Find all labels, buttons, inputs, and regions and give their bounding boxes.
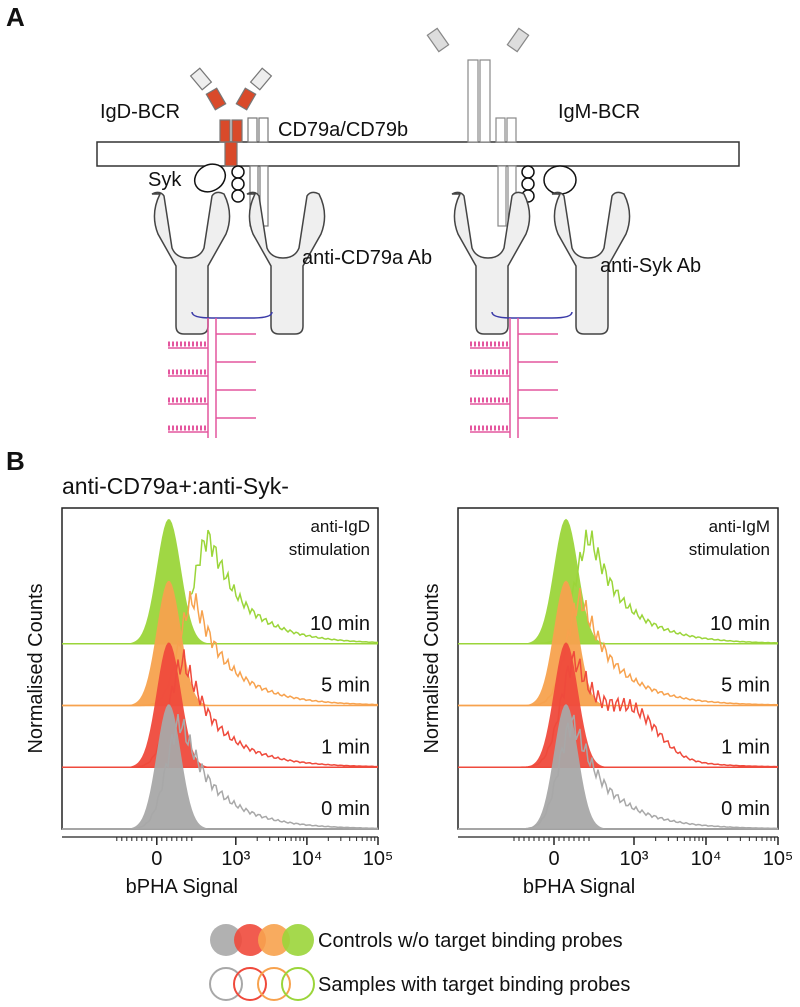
legend-swatch bbox=[233, 967, 267, 1001]
x-tick-label: 10³ bbox=[620, 848, 649, 870]
x-tick-label: 10⁵ bbox=[363, 848, 394, 870]
time-label: 5 min bbox=[321, 675, 370, 697]
dendrimer bbox=[470, 318, 558, 438]
time-label: 5 min bbox=[721, 675, 770, 697]
stimulation-label: stimulation bbox=[289, 540, 370, 559]
stimulation-label: stimulation bbox=[689, 540, 770, 559]
legend-swatch bbox=[210, 924, 242, 956]
legend bbox=[209, 924, 315, 1001]
legend-swatch bbox=[258, 924, 290, 956]
x-tick-label: 10³ bbox=[221, 848, 250, 870]
diagram-label: IgM-BCR bbox=[558, 101, 640, 123]
legend-text: Controls w/o target binding probes bbox=[318, 930, 623, 952]
igd-bcr-shape bbox=[189, 67, 273, 227]
time-label: 1 min bbox=[321, 736, 370, 758]
x-tick-label: 0 bbox=[548, 848, 559, 870]
diagram-label: IgD-BCR bbox=[100, 101, 180, 123]
time-label: 10 min bbox=[710, 613, 770, 635]
panel-label: B bbox=[6, 446, 25, 476]
legend-swatch bbox=[234, 924, 266, 956]
time-label: 1 min bbox=[721, 736, 770, 758]
antibody bbox=[451, 191, 531, 335]
time-label: 10 min bbox=[310, 613, 370, 635]
diagram-label: CD79a/CD79b bbox=[278, 119, 408, 141]
x-tick-label: 10⁴ bbox=[291, 848, 322, 870]
stimulation-label: anti-IgD bbox=[310, 517, 370, 536]
diagram-label: anti-CD79a Ab bbox=[302, 247, 432, 269]
x-tick-label: 0 bbox=[151, 848, 162, 870]
legend-text: Samples with target binding probes bbox=[318, 974, 630, 996]
antibody bbox=[151, 191, 231, 335]
diagram-label: anti-Syk Ab bbox=[600, 255, 701, 277]
x-tick-label: 10⁴ bbox=[691, 848, 722, 870]
y-axis-label: Normalised Counts bbox=[421, 583, 443, 753]
legend-swatch bbox=[282, 924, 314, 956]
x-axis-label: bPHA Signal bbox=[523, 876, 635, 898]
legend-swatch bbox=[209, 967, 243, 1001]
x-tick-label: 10⁵ bbox=[763, 848, 794, 870]
stimulation-label: anti-IgM bbox=[709, 517, 770, 536]
dendrimer bbox=[168, 318, 256, 438]
diagram-label: Syk bbox=[148, 169, 182, 191]
histogram-title: anti-CD79a+:anti-Syk- bbox=[62, 473, 289, 499]
x-axis-label: bPHA Signal bbox=[126, 876, 238, 898]
syk-shapes bbox=[193, 163, 577, 203]
legend-swatch bbox=[281, 967, 315, 1001]
panel-label: A bbox=[6, 2, 25, 32]
time-label: 0 min bbox=[321, 798, 370, 820]
linker bbox=[191, 311, 573, 319]
time-label: 0 min bbox=[721, 798, 770, 820]
y-axis-label: Normalised Counts bbox=[25, 583, 47, 753]
legend-swatch bbox=[257, 967, 291, 1001]
membrane bbox=[96, 141, 740, 167]
